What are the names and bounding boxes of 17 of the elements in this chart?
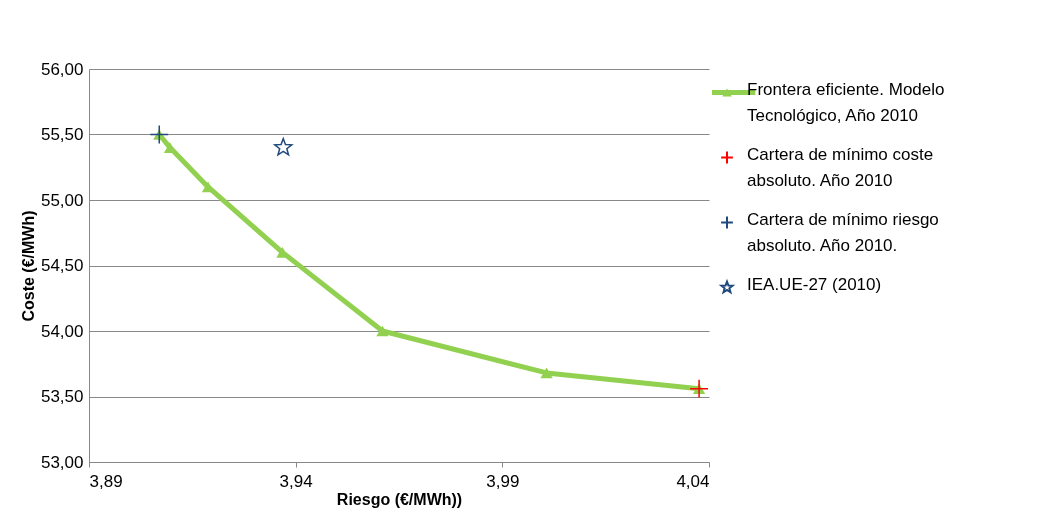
x-tick-label: 3,89 [89, 471, 123, 491]
legend-label: Frontera eficiente. Modelo Tecnológico, Año 2010 [747, 79, 945, 125]
x-tick-label: 3,94 [279, 471, 313, 491]
legend-label: Cartera de mínimo coste absoluto. Año 2010 [747, 144, 934, 190]
y-tick-label: 55,50 [40, 125, 84, 144]
legend-label: IEA.UE-27 (2010) [747, 274, 882, 294]
y-tick-label: 56,00 [40, 59, 84, 79]
y-tick-label: 55,00 [40, 190, 84, 210]
y-tick-label: 53,00 [40, 452, 84, 472]
x-tick-label: 3,99 [486, 471, 520, 491]
y-axis-title: Coste (€/MWh) [19, 210, 37, 322]
x-tick-label: 4,04 [676, 471, 710, 491]
y-tick-label: 53,50 [40, 387, 84, 406]
y-tick-label: 54,50 [40, 256, 84, 275]
y-tick-label: 54,00 [40, 321, 84, 341]
x-axis-title: Riesgo (€/MWh)) [336, 490, 463, 508]
legend-label: Cartera de mínimo riesgo absoluto. Año 2010. [747, 209, 939, 255]
